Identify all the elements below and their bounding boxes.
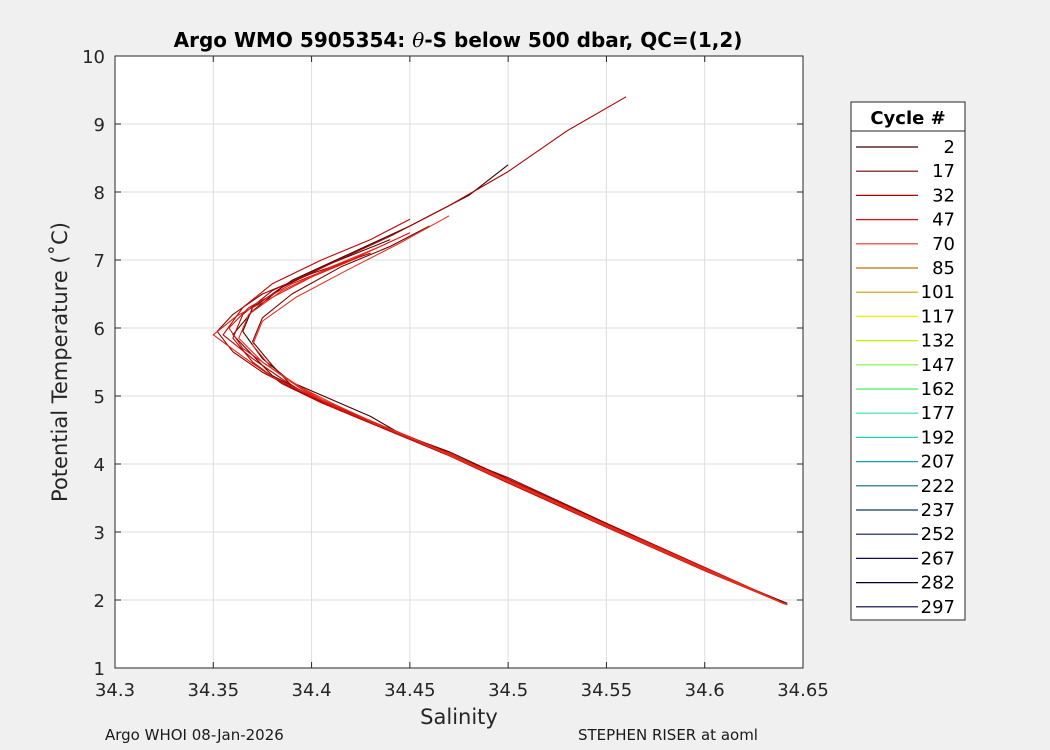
legend-label: 101 [921, 282, 955, 303]
chart-title-suffix: -S below 500 dbar, QC=(1,2) [424, 28, 742, 52]
x-tick-label: 34.4 [292, 680, 332, 701]
legend-label: 222 [921, 476, 955, 497]
legend-label: 117 [921, 306, 955, 327]
legend-label: 17 [932, 161, 955, 182]
axis-ticks: 34.3 34.35 34.4 34.45 34.5 34.55 34.6 34.65 1 2 3 4… [82, 47, 829, 701]
profile-line-4 [216, 252, 784, 604]
plot-frame [114, 55, 804, 669]
x-tick-label: 34.3 [95, 680, 135, 701]
x-tick-label: 34.45 [384, 680, 436, 701]
y-tick-label: 2 [94, 591, 105, 612]
y-tick-label: 7 [94, 251, 105, 272]
footer-operator: STEPHEN RISER at aoml [578, 726, 758, 744]
chart-title-theta: θ [412, 28, 424, 52]
legend-label: 85 [932, 258, 955, 279]
y-tick-label: 10 [82, 47, 105, 68]
x-tick-label: 34.55 [581, 680, 633, 701]
legend-label: 2 [944, 137, 955, 158]
x-axis-label: Salinity [420, 705, 498, 729]
legend-label: 282 [921, 573, 955, 594]
legend-label: 177 [921, 403, 955, 424]
legend-label: 32 [932, 185, 955, 206]
x-tick-label: 34.6 [685, 680, 725, 701]
y-tick-label: 5 [94, 387, 105, 408]
y-tick-label: 6 [94, 319, 105, 340]
legend-label: 192 [921, 427, 955, 448]
y-tick-label: 1 [94, 659, 105, 680]
chart-title: Argo WMO 5905354: θ-S below 500 dbar, QC… [174, 28, 743, 52]
legend-label: 237 [921, 500, 955, 521]
legend-title: Cycle # [870, 108, 945, 129]
legend-label: 297 [921, 597, 955, 618]
legend-label: 147 [921, 355, 955, 376]
plot-area [115, 56, 803, 668]
legend-label: 70 [932, 234, 955, 255]
x-tick-label: 34.5 [488, 680, 528, 701]
y-axis-label: Potential Temperature (˚C) [48, 222, 72, 502]
y-tick-label: 9 [94, 115, 105, 136]
data-series-group [212, 96, 788, 606]
profile-line-8 [212, 256, 784, 604]
profile-line-9 [252, 215, 788, 606]
x-tick-label: 34.35 [188, 680, 240, 701]
chart-title-prefix: Argo WMO 5905354: [174, 28, 413, 52]
legend-label: 267 [921, 548, 955, 569]
y-tick-label: 4 [94, 455, 105, 476]
legend-label: 252 [921, 524, 955, 545]
y-tick-label: 3 [94, 523, 105, 544]
profile-line-10 [238, 245, 784, 604]
footer-source-date: Argo WHOI 08-Jan-2026 [105, 726, 284, 744]
x-tick-label: 34.65 [777, 680, 829, 701]
legend-entries: 2 17 32 47 70 85 101 117 132 147 162 177 192 207 222 23… [856, 137, 955, 618]
legend: Cycle # 2 17 32 47 70 85 101 117 132 147 162 177 192… [850, 101, 966, 621]
y-tick-label: 8 [94, 183, 105, 204]
legend-label: 132 [921, 331, 955, 352]
legend-label: 207 [921, 452, 955, 473]
legend-label: 162 [921, 379, 955, 400]
legend-label: 47 [932, 210, 955, 231]
